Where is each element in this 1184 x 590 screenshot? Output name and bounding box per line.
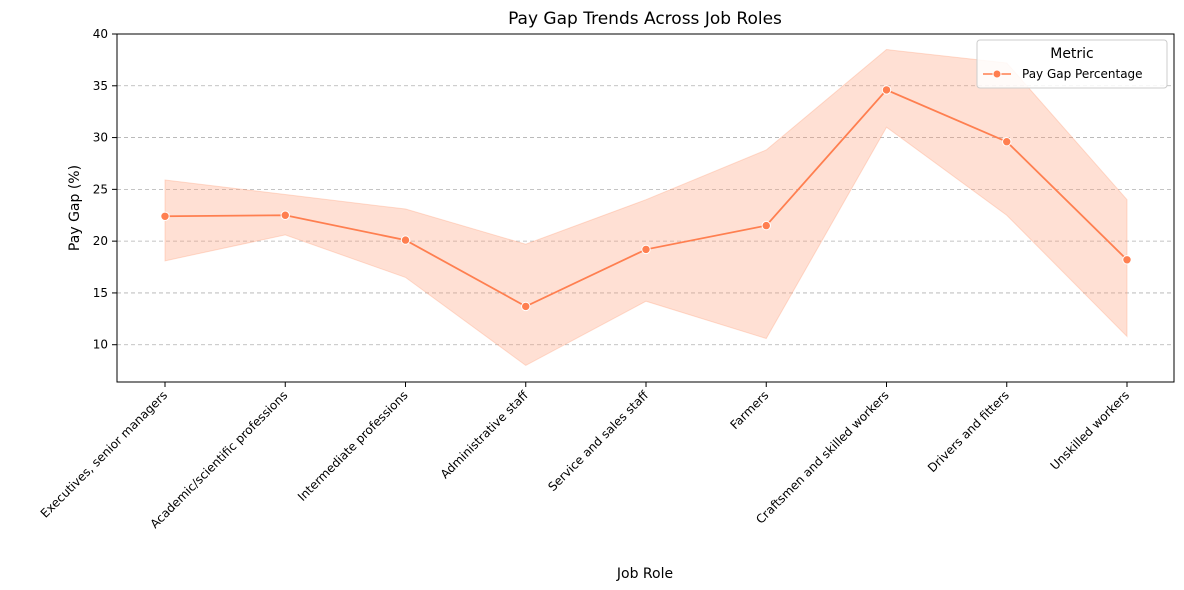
confidence-band-layer xyxy=(164,49,1128,367)
y-tick-label: 35 xyxy=(93,79,108,93)
x-tick-label: Academic/scientific professions xyxy=(147,388,290,531)
legend-title: Metric xyxy=(1050,46,1094,62)
x-tick-label: Drivers and fitters xyxy=(925,388,1012,475)
x-axis: Executives, senior managersAcademic/scie… xyxy=(38,382,1132,531)
data-point xyxy=(280,210,290,220)
y-axis-title: Pay Gap (%) xyxy=(67,165,83,251)
y-tick-label: 15 xyxy=(93,286,108,300)
y-tick-label: 30 xyxy=(93,131,108,145)
x-tick-label: Executives, senior managers xyxy=(38,388,170,520)
data-point xyxy=(1122,255,1132,265)
x-tick-label: Farmers xyxy=(727,388,771,432)
legend-series-label: Pay Gap Percentage xyxy=(1022,67,1143,81)
confidence-band xyxy=(164,49,1128,367)
x-axis-title: Job Role xyxy=(616,566,673,582)
x-tick-label: Service and sales staff xyxy=(545,388,651,494)
data-point xyxy=(881,85,892,95)
x-tick-label: Intermediate professions xyxy=(295,388,411,504)
legend: Metric Pay Gap Percentage xyxy=(976,39,1168,89)
data-point xyxy=(521,301,531,312)
data-point xyxy=(160,211,170,221)
legend-box xyxy=(976,39,1168,89)
data-points-layer xyxy=(160,85,1132,312)
data-point xyxy=(400,235,411,245)
x-tick-label: Unskilled workers xyxy=(1048,388,1133,473)
y-tick-label: 20 xyxy=(93,234,108,248)
data-point xyxy=(761,220,771,231)
x-tick-label: Administrative staff xyxy=(438,388,532,482)
data-point xyxy=(641,244,651,255)
y-tick-label: 25 xyxy=(93,182,108,196)
chart-title: Pay Gap Trends Across Job Roles xyxy=(508,9,782,29)
x-tick-label: Craftsmen and skilled workers xyxy=(753,388,891,526)
y-axis: 10 15 20 25 30 35 40 xyxy=(93,27,117,352)
legend-series-marker xyxy=(992,69,1002,79)
data-point xyxy=(1002,137,1012,147)
y-tick-label: 40 xyxy=(93,27,108,41)
y-tick-label: 10 xyxy=(93,338,108,352)
